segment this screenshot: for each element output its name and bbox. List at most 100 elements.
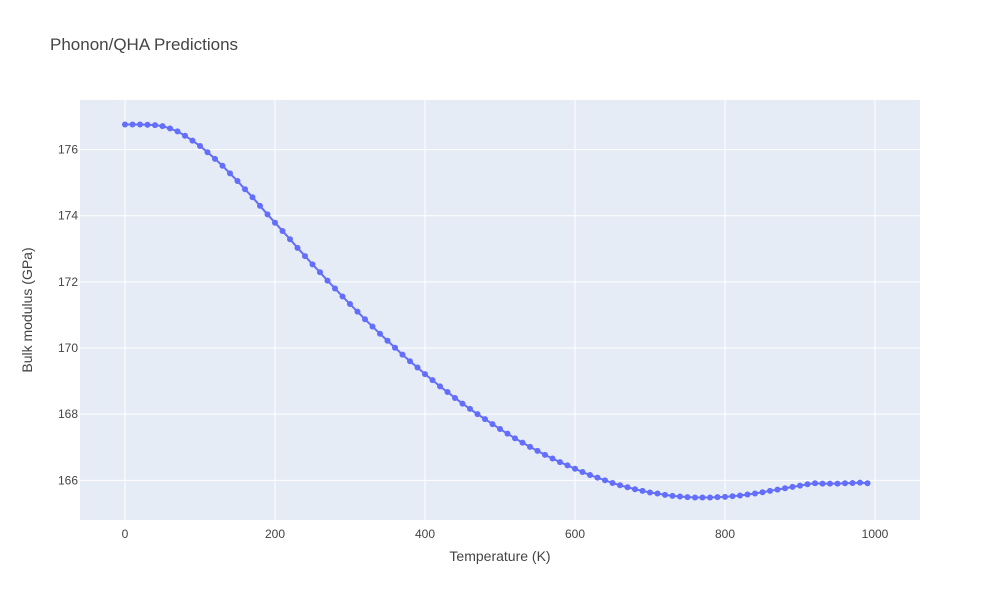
data-point xyxy=(729,493,736,500)
data-point xyxy=(384,337,391,344)
data-point xyxy=(339,293,346,300)
data-point xyxy=(249,194,256,201)
data-point xyxy=(182,132,188,139)
data-point xyxy=(189,137,196,144)
data-point xyxy=(722,493,728,500)
plot-area xyxy=(80,100,920,520)
data-point xyxy=(362,316,368,323)
data-point xyxy=(519,439,526,446)
data-point xyxy=(197,142,203,149)
x-tick-label: 400 xyxy=(415,527,435,541)
data-point xyxy=(414,364,421,371)
data-point xyxy=(452,394,458,401)
data-point xyxy=(242,186,248,193)
data-point xyxy=(302,253,308,260)
data-point xyxy=(377,330,383,337)
data-point xyxy=(737,492,743,499)
data-point xyxy=(489,421,496,428)
data-point xyxy=(234,178,241,185)
data-point xyxy=(474,411,481,418)
data-point xyxy=(744,491,751,498)
y-tick-label: 168 xyxy=(58,407,78,421)
data-point xyxy=(272,219,278,226)
data-point xyxy=(482,416,488,423)
data-point xyxy=(752,490,758,497)
data-point xyxy=(347,301,353,308)
data-point xyxy=(219,162,226,169)
data-point xyxy=(834,480,841,487)
x-tick-label: 800 xyxy=(715,527,735,541)
data-point xyxy=(819,480,826,487)
data-point xyxy=(857,479,863,486)
x-tick-label: 1000 xyxy=(862,527,889,541)
data-point xyxy=(167,125,173,132)
data-point xyxy=(789,483,796,490)
data-point xyxy=(407,358,413,365)
data-point xyxy=(609,479,616,486)
data-point xyxy=(392,344,398,351)
data-point xyxy=(677,493,683,500)
data-point xyxy=(617,482,623,489)
data-point xyxy=(497,426,503,433)
data-point xyxy=(812,480,818,487)
data-point xyxy=(504,430,511,437)
data-point xyxy=(429,377,436,384)
series-line xyxy=(125,123,868,499)
data-point xyxy=(264,211,271,218)
data-point xyxy=(354,308,361,315)
data-point xyxy=(152,122,158,129)
data-point xyxy=(587,472,593,479)
data-point xyxy=(557,459,563,466)
data-point xyxy=(782,485,788,492)
data-point xyxy=(632,486,638,493)
data-point xyxy=(564,462,571,469)
chart-title: Phonon/QHA Predictions xyxy=(50,35,238,54)
data-point xyxy=(602,477,608,484)
data-point xyxy=(572,465,578,472)
data-point xyxy=(759,489,766,496)
y-tick-label: 172 xyxy=(58,275,78,289)
data-point xyxy=(287,236,293,243)
data-point xyxy=(257,202,263,209)
data-point xyxy=(369,323,376,330)
data-point xyxy=(204,149,211,156)
data-point xyxy=(324,277,331,284)
data-point xyxy=(129,121,136,128)
data-point xyxy=(317,269,323,276)
data-point xyxy=(159,123,166,130)
y-tick-label: 176 xyxy=(58,143,78,157)
y-tick-label: 174 xyxy=(58,209,78,223)
grid xyxy=(80,100,920,520)
data-point xyxy=(527,443,533,450)
data-point xyxy=(534,447,541,454)
data-point xyxy=(827,480,833,487)
data-point xyxy=(437,383,443,390)
data-point xyxy=(849,479,856,486)
x-axis-ticks: 0 200 400 600 800 1000 xyxy=(122,527,889,541)
data-point xyxy=(767,487,773,494)
data-point xyxy=(579,469,586,476)
x-tick-label: 0 xyxy=(122,527,129,541)
data-point xyxy=(594,474,601,481)
data-point xyxy=(639,487,646,494)
x-tick-label: 600 xyxy=(565,527,585,541)
y-tick-label: 170 xyxy=(58,341,78,355)
data-point xyxy=(444,389,451,396)
y-axis-ticks: 166 168 170 172 174 176 xyxy=(58,143,78,488)
x-tick-label: 200 xyxy=(265,527,285,541)
data-point xyxy=(797,482,803,489)
y-tick-label: 166 xyxy=(58,473,78,487)
data-point xyxy=(842,480,848,487)
data-point xyxy=(707,494,713,501)
data-point xyxy=(714,494,721,501)
data-point xyxy=(459,400,466,407)
data-point xyxy=(662,491,668,498)
data-point xyxy=(294,244,301,251)
data-point xyxy=(647,489,653,496)
data-point xyxy=(399,351,406,358)
data-point xyxy=(309,261,316,268)
data-point xyxy=(654,490,661,497)
data-point xyxy=(332,285,338,292)
data-point xyxy=(227,170,233,177)
